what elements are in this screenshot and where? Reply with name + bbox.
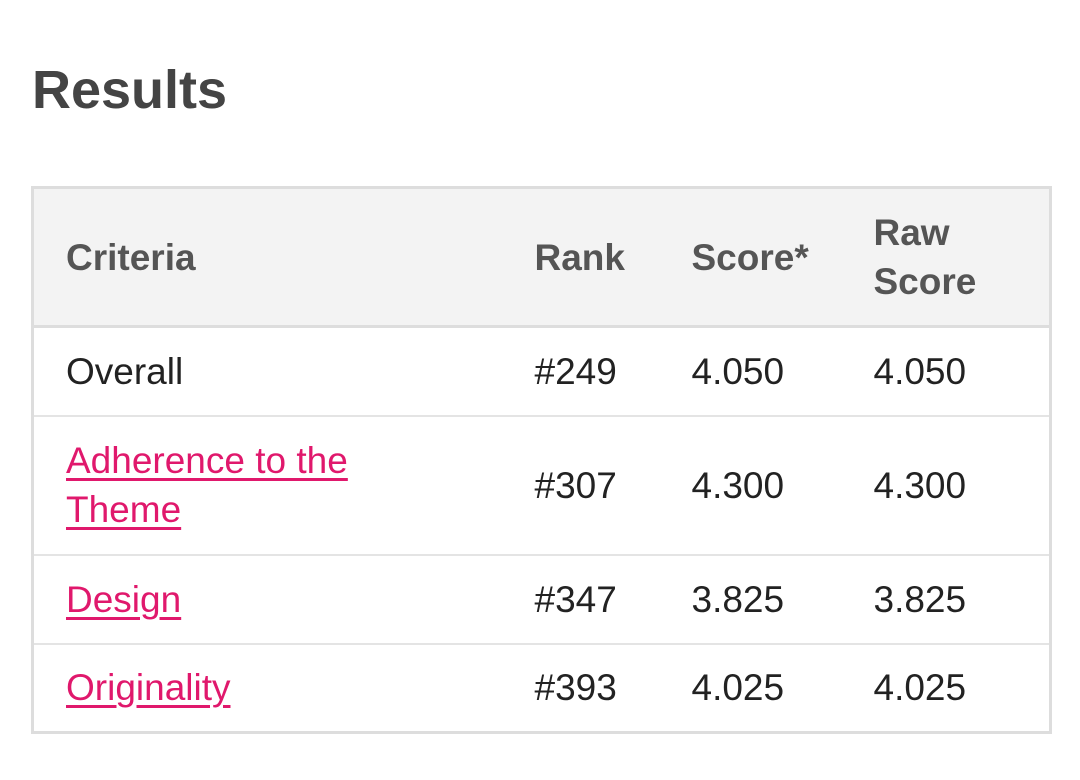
header-row: Criteria Rank Score* Raw Score	[32, 187, 1051, 327]
rank-cell: #307	[534, 464, 617, 506]
score-cell: 4.025	[691, 667, 785, 709]
raw-score-cell: 4.300	[873, 464, 967, 506]
page-title: Results	[32, 60, 228, 120]
raw-score-cell: 4.050	[873, 350, 967, 392]
criteria-cell: Originality	[33, 644, 503, 733]
table-header: Criteria Rank Score* Raw Score	[32, 187, 1051, 327]
criteria-cell: Adherence to the Theme	[33, 416, 503, 555]
raw-score-cell: 4.025	[873, 667, 967, 709]
table-row: Overall #249 4.050 4.050	[32, 327, 1051, 416]
column-header: Rank	[502, 187, 660, 327]
rank-cell: #393	[534, 667, 617, 709]
column-header: Score*	[659, 187, 842, 327]
rank-cell: #249	[534, 350, 617, 392]
score-cell: 3.825	[691, 578, 785, 620]
criteria-link[interactable]: Adherence to the Theme	[66, 440, 348, 530]
column-header: Raw Score	[841, 187, 1051, 327]
score-cell: 4.300	[691, 464, 785, 506]
table-row: Originality #393 4.025 4.025	[32, 644, 1051, 733]
criteria-cell: Overall	[66, 350, 184, 392]
table-body: Overall #249 4.050 4.050 Adherence to th…	[32, 327, 1051, 733]
raw-score-cell: 3.825	[873, 578, 967, 620]
table-row: Design #347 3.825 3.825	[32, 555, 1051, 644]
criteria-link[interactable]: Design	[66, 578, 182, 620]
rank-cell: #347	[534, 578, 617, 620]
score-cell: 4.050	[691, 350, 785, 392]
column-header-text: Raw Score	[873, 212, 977, 302]
column-header: Criteria	[32, 187, 503, 327]
criteria-cell: Design	[33, 555, 503, 644]
results-table: Criteria Rank Score* Raw Score Overall #…	[31, 186, 1052, 734]
table-row: Adherence to the Theme #307 4.300 4.300	[32, 416, 1051, 555]
criteria-link[interactable]: Originality	[66, 667, 231, 709]
